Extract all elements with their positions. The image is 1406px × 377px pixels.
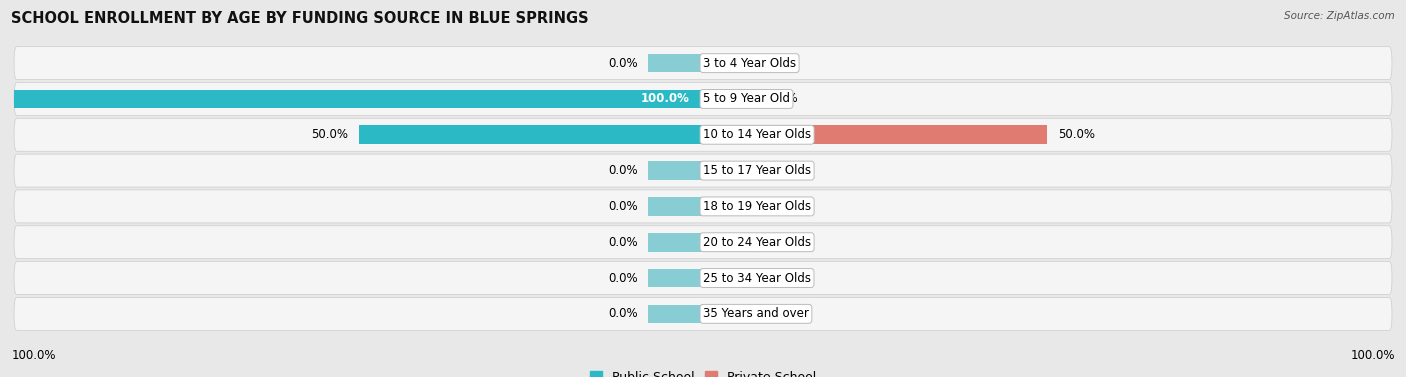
Text: 0.0%: 0.0% bbox=[769, 236, 799, 249]
Text: 50.0%: 50.0% bbox=[311, 128, 349, 141]
FancyBboxPatch shape bbox=[14, 190, 1392, 223]
Bar bbox=[648, 161, 703, 180]
FancyBboxPatch shape bbox=[14, 118, 1392, 151]
Text: 5 to 9 Year Old: 5 to 9 Year Old bbox=[703, 92, 790, 106]
Bar bbox=[359, 126, 703, 144]
Bar bbox=[703, 269, 758, 287]
Bar bbox=[703, 90, 758, 108]
FancyBboxPatch shape bbox=[14, 47, 1392, 80]
Text: 0.0%: 0.0% bbox=[607, 271, 637, 285]
Bar bbox=[703, 197, 758, 216]
FancyBboxPatch shape bbox=[14, 226, 1392, 259]
Bar bbox=[648, 54, 703, 72]
Text: 0.0%: 0.0% bbox=[607, 57, 637, 70]
Bar bbox=[703, 305, 758, 323]
Text: 15 to 17 Year Olds: 15 to 17 Year Olds bbox=[703, 164, 811, 177]
Text: 0.0%: 0.0% bbox=[607, 200, 637, 213]
Text: 0.0%: 0.0% bbox=[769, 200, 799, 213]
Text: 0.0%: 0.0% bbox=[769, 57, 799, 70]
Legend: Public School, Private School: Public School, Private School bbox=[585, 366, 821, 377]
Text: 35 Years and over: 35 Years and over bbox=[703, 307, 808, 320]
Text: 20 to 24 Year Olds: 20 to 24 Year Olds bbox=[703, 236, 811, 249]
Text: 50.0%: 50.0% bbox=[1057, 128, 1095, 141]
FancyBboxPatch shape bbox=[14, 154, 1392, 187]
FancyBboxPatch shape bbox=[14, 83, 1392, 115]
Bar bbox=[703, 126, 1047, 144]
FancyBboxPatch shape bbox=[14, 297, 1392, 330]
Text: 100.0%: 100.0% bbox=[11, 349, 56, 362]
Bar bbox=[648, 305, 703, 323]
Bar bbox=[703, 161, 758, 180]
Bar bbox=[14, 90, 703, 108]
Bar bbox=[648, 197, 703, 216]
Text: 25 to 34 Year Olds: 25 to 34 Year Olds bbox=[703, 271, 811, 285]
Text: 0.0%: 0.0% bbox=[607, 164, 637, 177]
Text: 0.0%: 0.0% bbox=[769, 92, 799, 106]
Text: 10 to 14 Year Olds: 10 to 14 Year Olds bbox=[703, 128, 811, 141]
Text: 100.0%: 100.0% bbox=[640, 92, 689, 106]
Text: SCHOOL ENROLLMENT BY AGE BY FUNDING SOURCE IN BLUE SPRINGS: SCHOOL ENROLLMENT BY AGE BY FUNDING SOUR… bbox=[11, 11, 589, 26]
Text: 0.0%: 0.0% bbox=[769, 164, 799, 177]
Text: 0.0%: 0.0% bbox=[769, 271, 799, 285]
Bar bbox=[648, 269, 703, 287]
Text: Source: ZipAtlas.com: Source: ZipAtlas.com bbox=[1284, 11, 1395, 21]
Bar bbox=[648, 233, 703, 251]
Bar bbox=[703, 54, 758, 72]
Text: 0.0%: 0.0% bbox=[607, 236, 637, 249]
Text: 3 to 4 Year Olds: 3 to 4 Year Olds bbox=[703, 57, 796, 70]
Bar bbox=[703, 233, 758, 251]
Text: 0.0%: 0.0% bbox=[607, 307, 637, 320]
Text: 18 to 19 Year Olds: 18 to 19 Year Olds bbox=[703, 200, 811, 213]
FancyBboxPatch shape bbox=[14, 262, 1392, 294]
Text: 100.0%: 100.0% bbox=[1350, 349, 1395, 362]
Text: 0.0%: 0.0% bbox=[769, 307, 799, 320]
